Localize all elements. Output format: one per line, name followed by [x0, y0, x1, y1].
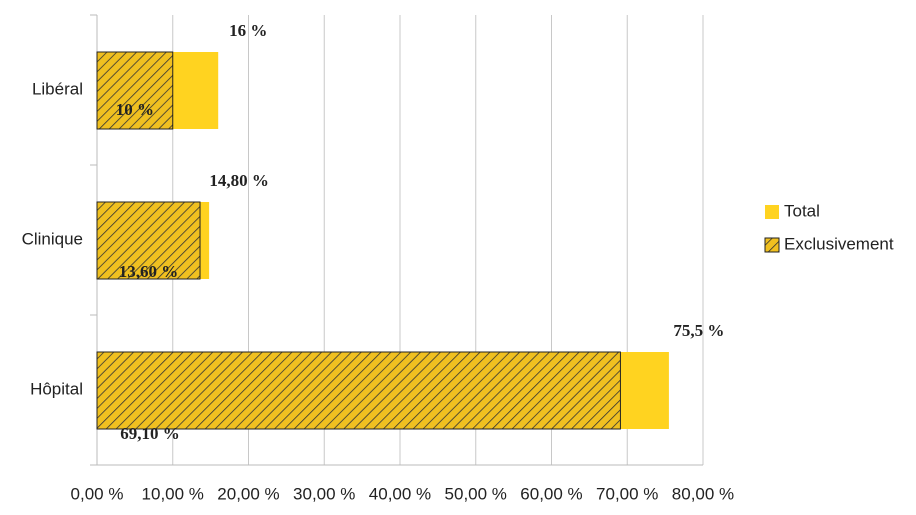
- legend-label: Exclusivement: [784, 234, 894, 253]
- x-tick-label: 30,00 %: [293, 484, 355, 503]
- x-tick-label: 20,00 %: [217, 484, 279, 503]
- x-tick-label: 60,00 %: [520, 484, 582, 503]
- x-tick-label: 0,00 %: [71, 484, 124, 503]
- y-tick-label: Libéral: [32, 79, 83, 98]
- legend-swatch: [764, 237, 780, 253]
- y-tick-label: Clinique: [22, 229, 83, 248]
- bar: [96, 51, 174, 130]
- x-tick-label: 40,00 %: [369, 484, 431, 503]
- x-tick-label: 70,00 %: [596, 484, 658, 503]
- value-label: 16 %: [229, 21, 267, 40]
- value-label: 75,5 %: [673, 321, 724, 340]
- legend-swatch: [765, 205, 779, 219]
- value-label: 14,80 %: [209, 171, 269, 190]
- x-tick-label: 10,00 %: [142, 484, 204, 503]
- x-tick-label: 80,00 %: [672, 484, 734, 503]
- bar: [96, 351, 621, 430]
- value-label: 10 %: [116, 100, 154, 119]
- bar: [96, 201, 201, 280]
- y-tick-label: Hôpital: [30, 379, 83, 398]
- x-tick-label: 50,00 %: [445, 484, 507, 503]
- value-label: 69,10 %: [120, 424, 180, 443]
- legend-label: Total: [784, 201, 820, 220]
- value-label: 13,60 %: [119, 262, 179, 281]
